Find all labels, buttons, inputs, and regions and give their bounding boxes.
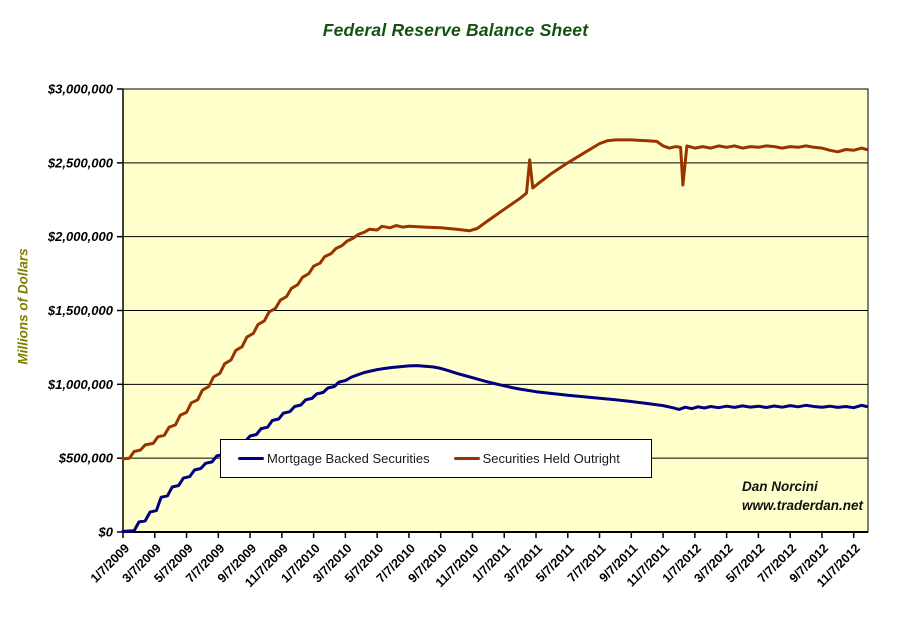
svg-text:$500,000: $500,000 — [58, 451, 114, 466]
watermark: Dan Norcini www.traderdan.net — [742, 477, 863, 515]
legend-item-mortgage-backed-securities: Mortgage Backed Securities — [238, 451, 430, 466]
legend-label-sho: Securities Held Outright — [482, 451, 620, 466]
watermark-author: Dan Norcini — [742, 479, 818, 494]
svg-text:$2,500,000: $2,500,000 — [47, 155, 114, 170]
series-line-0 — [121, 364, 868, 533]
sho-line-swatch-icon — [453, 457, 480, 460]
svg-text:$3,000,000: $3,000,000 — [47, 82, 114, 97]
svg-text:$0: $0 — [98, 525, 114, 540]
mbs-line-swatch-icon — [238, 457, 264, 460]
svg-text:$1,500,000: $1,500,000 — [47, 303, 114, 318]
legend-item-securities-held-outright: Securities Held Outright — [453, 451, 620, 466]
x-axis-ticks-and-labels: 1/7/20093/7/20095/7/20097/7/20099/7/2009… — [88, 532, 863, 590]
svg-text:$2,000,000: $2,000,000 — [47, 229, 114, 244]
svg-text:$1,000,000: $1,000,000 — [47, 377, 114, 392]
legend-label-mbs: Mortgage Backed Securities — [267, 451, 430, 466]
legend: Mortgage Backed Securities Securities He… — [220, 439, 652, 478]
y-axis-ticks-and-labels: $0 $500,000 $1,000,000 $1,500,000 $2,000,000… — [47, 82, 123, 540]
watermark-url: www.traderdan.net — [742, 498, 864, 513]
series-line-1 — [121, 138, 868, 461]
chart-title: Federal Reserve Balance Sheet — [322, 20, 589, 40]
